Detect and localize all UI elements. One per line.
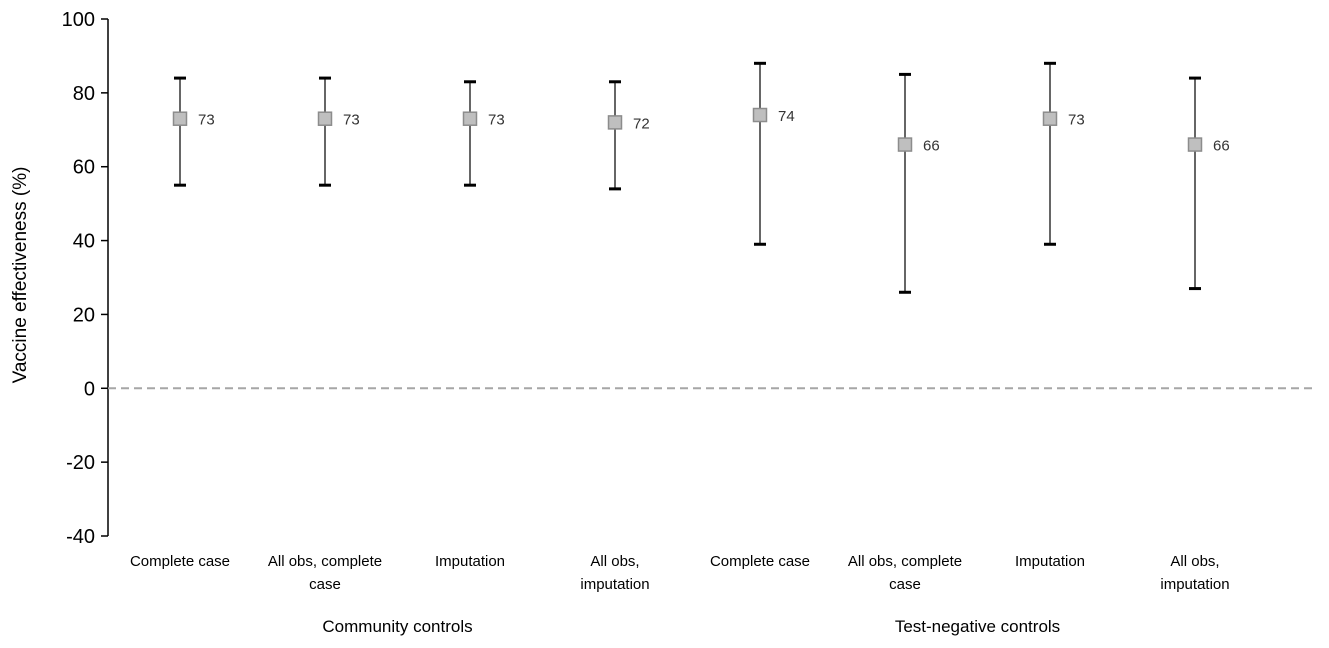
category-label: case	[309, 576, 341, 593]
group-label: Test-negative controls	[895, 617, 1060, 636]
axes-layer	[101, 18, 1316, 537]
y-tick-label: 0	[84, 378, 95, 400]
point-estimate-marker	[462, 111, 478, 126]
category-label: case	[889, 576, 921, 593]
category-label: Imputation	[435, 553, 505, 570]
point-estimate-marker	[1042, 111, 1058, 126]
data-label: 66	[923, 138, 940, 155]
y-tick-label: 60	[73, 157, 95, 179]
y-tick-label: -40	[66, 526, 95, 548]
category-label: Complete case	[130, 553, 230, 570]
y-tick-label: 40	[73, 231, 95, 253]
data-label: 66	[1213, 138, 1230, 155]
labels-layer: 100 80 60 40 20 0 -20 -40 73 73 73 72 74 66 73 66 Comple…	[62, 9, 1230, 636]
point-estimate-marker	[317, 111, 333, 126]
y-tick-label: -20	[66, 452, 95, 474]
category-label: imputation	[1160, 576, 1229, 593]
category-label: Imputation	[1015, 553, 1085, 570]
y-tick-label: 80	[73, 83, 95, 105]
data-label: 73	[343, 112, 360, 129]
category-label: All obs,	[1170, 553, 1219, 570]
data-label: 73	[198, 112, 215, 129]
category-label: Complete case	[710, 553, 810, 570]
y-axis-title: Vaccine effectiveness (%)	[10, 167, 31, 384]
point-estimate-marker	[897, 137, 913, 152]
y-tick-label: 20	[73, 304, 95, 326]
category-label: imputation	[580, 576, 649, 593]
data-label: 73	[1068, 112, 1085, 129]
marks-layer	[172, 61, 1203, 294]
point-estimate-marker	[172, 111, 188, 126]
y-tick-label: 100	[62, 9, 95, 31]
group-label: Community controls	[322, 617, 472, 636]
category-label: All obs, complete	[268, 553, 382, 570]
point-estimate-marker	[1187, 137, 1203, 152]
point-estimate-marker	[607, 115, 623, 130]
category-label: All obs, complete	[848, 553, 962, 570]
data-label: 73	[488, 112, 505, 129]
point-estimate-marker	[752, 107, 768, 123]
data-label: 72	[633, 115, 650, 132]
category-label: All obs,	[590, 553, 639, 570]
data-label: 74	[778, 108, 795, 125]
